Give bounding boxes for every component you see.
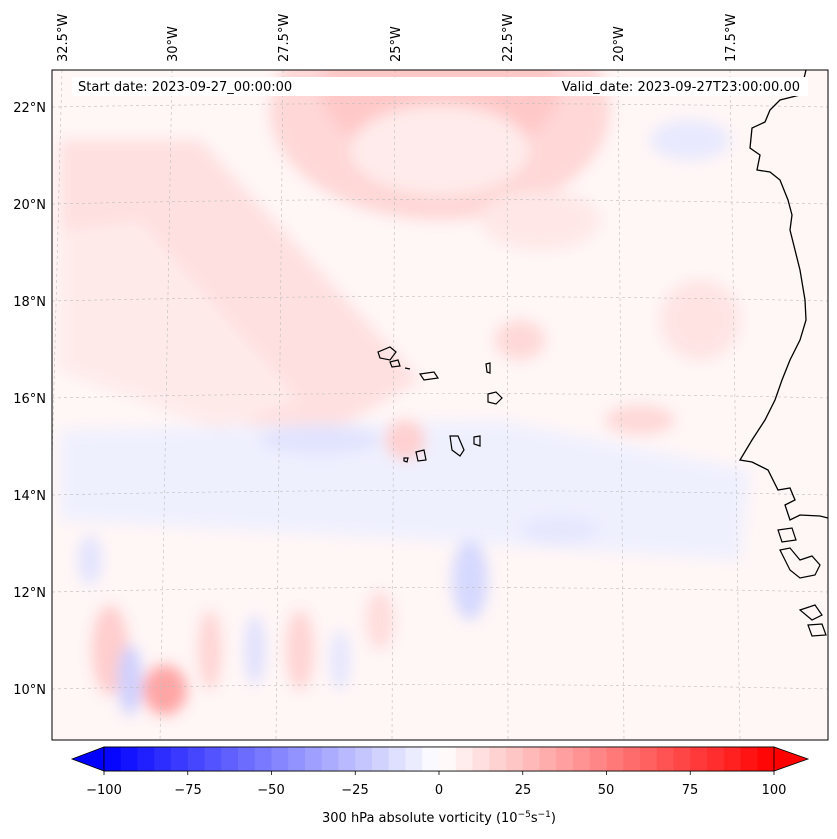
lon-label-22-5w: 22.5°W: [501, 14, 516, 62]
colorbar-segment: [271, 747, 289, 771]
cb-tick-label: −75: [174, 783, 201, 798]
colorbar-segment: [355, 747, 373, 771]
colorbar-segment: [221, 747, 239, 771]
colorbar-segment: [673, 747, 691, 771]
colorbar-segment: [254, 747, 272, 771]
colorbar-segment: [338, 747, 356, 771]
colorbar-segment: [238, 747, 256, 771]
colorbar-segment: [104, 747, 122, 771]
colorbar-segment: [539, 747, 557, 771]
cb-tick-label: −50: [257, 783, 284, 798]
cb-tick-label: 100: [762, 783, 787, 798]
date-header-box: [72, 77, 808, 96]
colorbar-segment: [388, 747, 406, 771]
colorbar-segment: [120, 747, 138, 771]
lat-label-14n: 14°N: [13, 489, 46, 504]
lon-label-20w: 20°W: [612, 26, 627, 62]
lat-label-10n: 10°N: [13, 683, 46, 698]
latitude-labels: 22°N 20°N 18°N 16°N 14°N 12°N 10°N: [13, 101, 46, 698]
cape-verde-islands: [377, 346, 503, 463]
colorbar-segments: [104, 747, 775, 771]
longitude-labels: 32.5°W 30°W 27.5°W 25°W 22.5°W 20°W 17.5…: [56, 14, 739, 62]
cb-tick-label: −25: [341, 783, 368, 798]
colorbar-segment: [690, 747, 708, 771]
cb-tick-label: 0: [435, 783, 443, 798]
colorbar-segment: [723, 747, 741, 771]
colorbar: −100 −75 −50 −25 0 25 50 75 100 300 hPa …: [70, 746, 810, 826]
cb-tick-label: 75: [682, 783, 699, 798]
colorbar-segment: [187, 747, 205, 771]
colorbar-label: 300 hPa absolute vorticity (10−5s−1): [322, 810, 556, 826]
colorbar-segment: [455, 747, 473, 771]
colorbar-segment: [740, 747, 758, 771]
colorbar-segment: [305, 747, 323, 771]
colorbar-segment: [137, 747, 155, 771]
colorbar-segment: [405, 747, 423, 771]
colorbar-segment: [506, 747, 524, 771]
colorbar-segment: [573, 747, 591, 771]
colorbar-segment: [707, 747, 725, 771]
colorbar-segment: [757, 747, 775, 771]
colorbar-segment: [556, 747, 574, 771]
lon-label-32-5w: 32.5°W: [56, 14, 71, 62]
colorbar-segment: [372, 747, 390, 771]
colorbar-segment: [321, 747, 339, 771]
lon-label-30w: 30°W: [166, 26, 181, 62]
lon-label-27-5w: 27.5°W: [277, 14, 292, 62]
cb-tick-label: 25: [515, 783, 532, 798]
vorticity-field: [52, 70, 828, 740]
colorbar-extend-high: [773, 746, 810, 772]
africa-coastline: [738, 70, 828, 521]
colorbar-segment: [656, 747, 674, 771]
valid-date-label: Valid_date: 2023-09-27T23:00:00.00: [562, 80, 800, 95]
colorbar-segment: [288, 747, 306, 771]
colorbar-segment: [439, 747, 457, 771]
colorbar-segment: [422, 747, 440, 771]
colorbar-segment: [640, 747, 658, 771]
map-frame: [51, 69, 829, 741]
lat-label-16n: 16°N: [13, 392, 46, 407]
lon-label-17-5w: 17.5°W: [724, 14, 739, 62]
colorbar-segment: [489, 747, 507, 771]
colorbar-segment: [472, 747, 490, 771]
colorbar-segment: [606, 747, 624, 771]
colorbar-segment: [204, 747, 222, 771]
lat-label-22n: 22°N: [13, 101, 46, 116]
lat-label-18n: 18°N: [13, 295, 46, 310]
lat-label-20n: 20°N: [13, 198, 46, 213]
colorbar-segment: [623, 747, 641, 771]
cb-tick-label: −100: [86, 783, 122, 798]
colorbar-ticks: −100 −75 −50 −25 0 25 50 75 100: [86, 783, 786, 798]
graticule: [52, 70, 828, 740]
colorbar-segment: [522, 747, 540, 771]
cb-tick-label: 50: [598, 783, 615, 798]
colorbar-segment: [171, 747, 189, 771]
colorbar-extend-low: [70, 746, 105, 772]
colorbar-segment: [154, 747, 172, 771]
start-date-label: Start date: 2023-09-27_00:00:00: [78, 80, 292, 95]
lon-label-25w: 25°W: [389, 26, 404, 62]
colorbar-tick-marks: [103, 771, 775, 775]
colorbar-segment: [589, 747, 607, 771]
lat-label-12n: 12°N: [13, 586, 46, 601]
